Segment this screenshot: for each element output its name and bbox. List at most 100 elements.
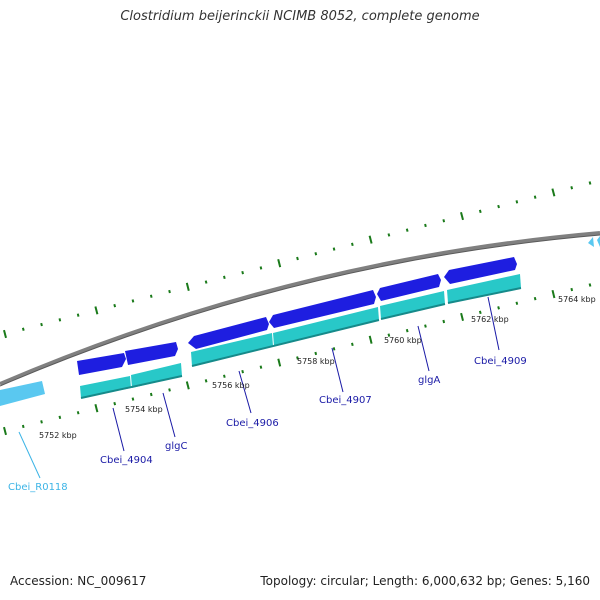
outer-ring-tick xyxy=(3,329,7,339)
outer-ring-tick xyxy=(570,186,574,190)
tick-label-5754: 5754 kbp xyxy=(125,405,163,414)
gene-label-glga[interactable]: glgA xyxy=(418,375,440,386)
inner-ring-tick xyxy=(533,296,537,301)
inner-ring-tick xyxy=(277,358,282,367)
inner-ring-tick xyxy=(241,369,244,374)
outer-ring-tick xyxy=(332,247,336,251)
inner-ring-tick xyxy=(131,397,135,401)
inner-ring-tick xyxy=(296,356,299,360)
gene-label-cbei-r0118[interactable]: Cbei_R0118 xyxy=(8,482,68,493)
outer-ring-tick xyxy=(58,318,62,322)
inner-ring-tick xyxy=(442,319,446,324)
cds-arrow-cbei-4906[interactable] xyxy=(188,317,269,349)
tick-label-5762: 5762 kbp xyxy=(471,315,509,324)
outer-ring-tick xyxy=(241,270,244,275)
outer-ring-tick xyxy=(296,256,299,261)
rna-right-edge-2[interactable] xyxy=(597,236,600,247)
outer-ring-tick xyxy=(368,235,373,244)
tick-label-5758: 5758 kbp xyxy=(297,357,335,366)
genome-summary-text: Topology: circular; Length: 6,000,632 bp… xyxy=(260,574,590,588)
inner-ring-tick xyxy=(21,424,25,429)
map-title: Clostridium beijerinckii NCIMB 8052, com… xyxy=(120,9,480,24)
inner-ring-tick xyxy=(76,411,80,415)
genome-backbone xyxy=(0,231,600,386)
tick-label-5756: 5756 kbp xyxy=(212,381,250,390)
outer-ring-tick xyxy=(185,282,190,291)
outer-ring-tick xyxy=(94,306,99,315)
inner-ring-tick xyxy=(387,333,391,337)
cds-arrow-glga[interactable] xyxy=(377,274,441,301)
outer-ring-tick xyxy=(387,233,391,237)
outer-ring-tick xyxy=(204,280,208,284)
tick-label-5760: 5760 kbp xyxy=(384,336,422,345)
gene-bar-glga[interactable] xyxy=(380,291,445,319)
inner-ring-tick xyxy=(185,381,190,390)
gene-label-cbei-4909[interactable]: Cbei_4909 xyxy=(474,356,527,367)
tick-label-5764: 5764 kbp xyxy=(558,295,596,304)
inner-ring-tick xyxy=(168,388,171,392)
inner-ring-tick xyxy=(368,335,373,344)
inner-ring-tick xyxy=(588,283,592,287)
gene-bar-cbei-4909[interactable] xyxy=(447,274,521,303)
outer-ring-tick xyxy=(168,289,171,294)
outer-ring-tick xyxy=(460,211,464,221)
inner-ring-tick xyxy=(332,347,336,351)
gene-label-cbei-4906[interactable]: Cbei_4906 xyxy=(226,418,279,429)
gene-label-cbei-4907[interactable]: Cbei_4907 xyxy=(319,395,372,406)
outer-ring-tick xyxy=(21,327,25,331)
outer-ring-tick xyxy=(223,275,226,280)
inner-ring-tick xyxy=(94,404,99,413)
tick-label-5752: 5752 kbp xyxy=(39,431,77,440)
outer-ring-tick xyxy=(515,200,519,204)
outer-ring-tick xyxy=(551,188,556,197)
inner-ring-tick xyxy=(460,312,464,322)
cds-arrow-cbei-4909[interactable] xyxy=(444,257,517,284)
inner-ring-tick xyxy=(113,401,117,406)
outer-ring-tick xyxy=(497,204,500,209)
inner-ring-tick xyxy=(424,324,427,328)
inner-ring-tick xyxy=(314,351,318,356)
inner-ring-tick xyxy=(351,342,354,347)
leader-lines xyxy=(18,296,500,479)
cds-arrow-glgc[interactable] xyxy=(125,342,178,365)
cds-arrow-cbei-4904[interactable] xyxy=(77,353,126,375)
inner-tick-ring xyxy=(3,283,592,436)
outer-ring-tick xyxy=(405,228,409,232)
cds-arrow-cbei-4907[interactable] xyxy=(269,290,376,328)
outer-ring-tick xyxy=(113,303,117,308)
outer-ring-tick xyxy=(442,219,446,223)
inner-ring-tick xyxy=(405,328,409,333)
inner-ring-tick xyxy=(259,365,263,369)
outer-ring-tick xyxy=(277,259,282,268)
inner-ring-tick xyxy=(551,289,556,299)
gene-bar-shadow xyxy=(80,287,522,399)
inner-ring-tick xyxy=(515,301,519,305)
gene-bar-cbei-4906[interactable] xyxy=(191,333,273,366)
rna-cbei-r0118[interactable] xyxy=(0,381,45,406)
outer-ring-tick xyxy=(259,266,263,270)
outer-ring-tick xyxy=(351,242,354,247)
outer-ring-tick xyxy=(40,322,43,327)
inner-ring-tick xyxy=(3,426,7,436)
accession-text: Accession: NC_009617 xyxy=(10,574,147,588)
gene-bar-cbei-4904[interactable] xyxy=(80,376,131,398)
outer-ring-tick xyxy=(424,223,427,228)
inner-ring-tick xyxy=(570,287,574,292)
inner-ring-tick xyxy=(204,379,208,383)
gene-bars xyxy=(80,274,522,399)
outer-ring-tick xyxy=(588,181,592,185)
outer-ring-tick xyxy=(76,313,80,317)
outer-ring-tick xyxy=(533,195,537,199)
outer-ring-tick xyxy=(314,252,318,256)
genome-backbone-shadow xyxy=(0,234,600,387)
outer-tick-ring xyxy=(3,181,592,339)
gene-label-glgc[interactable]: glgC xyxy=(165,441,187,452)
inner-ring-tick xyxy=(478,310,482,315)
rna-right-edge[interactable] xyxy=(588,237,594,247)
gene-bar-glgc[interactable] xyxy=(131,363,182,388)
gene-bar-cbei-4907[interactable] xyxy=(273,307,379,346)
gene-label-cbei-4904[interactable]: Cbei_4904 xyxy=(100,455,153,466)
gene-labels: Cbei_R0118 Cbei_4904 glgC Cbei_4906 Cbei… xyxy=(8,356,527,493)
inner-ring-tick xyxy=(497,306,500,310)
